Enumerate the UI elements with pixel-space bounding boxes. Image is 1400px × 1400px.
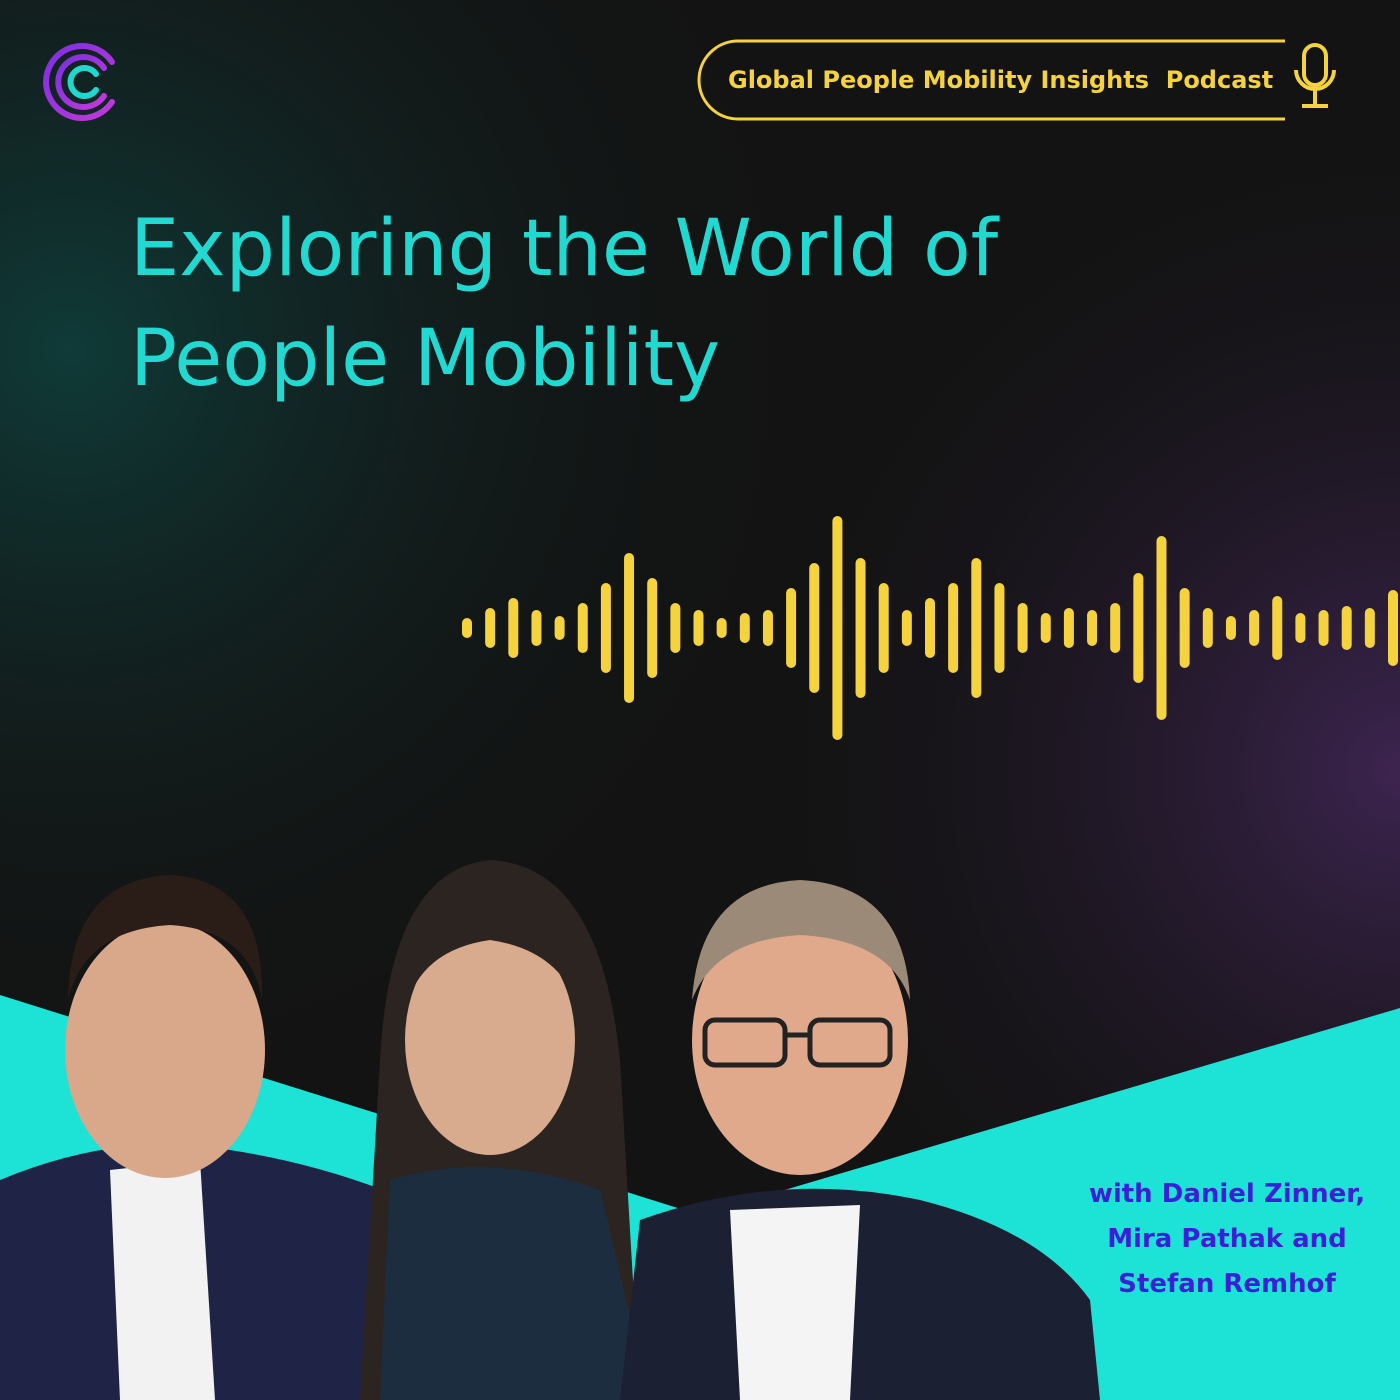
badge-text: Global People Mobility Insights Podcast — [728, 66, 1273, 94]
badge-outline — [697, 39, 1285, 121]
wave-bar — [1388, 590, 1398, 666]
wave-bar — [971, 558, 982, 698]
wave-bar — [1341, 606, 1352, 650]
wave-bar — [1040, 613, 1051, 643]
wave-bar — [1272, 596, 1283, 660]
title-line: People Mobility — [130, 314, 720, 404]
microphone-icon — [1294, 43, 1336, 108]
wave-bar — [554, 616, 565, 640]
logo — [43, 43, 115, 121]
wave-bar — [739, 613, 750, 643]
wave-bar — [901, 610, 912, 646]
wave-bar — [925, 598, 935, 658]
waveform — [462, 516, 1398, 740]
wave-bar — [1133, 573, 1144, 683]
wave-bar — [1017, 603, 1028, 653]
guests-line: Stefan Remhof — [1118, 1269, 1336, 1299]
wave-bar — [832, 516, 843, 740]
wave-bar — [1202, 608, 1213, 648]
wave-bar — [994, 583, 1005, 673]
wave-bar — [531, 610, 542, 646]
title-line: Exploring the World of — [130, 204, 1000, 294]
wave-bar — [855, 558, 866, 698]
wave-bar — [577, 603, 588, 653]
guests-line: with Daniel Zinner, — [1089, 1179, 1365, 1209]
wave-bar — [762, 610, 773, 646]
wave-bar — [1364, 608, 1375, 648]
wave-bar — [878, 583, 889, 673]
wave-bar — [716, 618, 727, 638]
wave-bar — [670, 603, 681, 653]
wave-bar — [1063, 608, 1074, 648]
wave-bar — [1087, 610, 1098, 646]
wave-bar — [1249, 610, 1260, 646]
wave-bar — [809, 563, 820, 693]
wave-bar — [1156, 536, 1167, 720]
wave-bar — [462, 618, 472, 638]
wave-bar — [647, 578, 658, 678]
wave-bar — [1295, 613, 1306, 643]
wave-bar — [1318, 610, 1329, 646]
wave-bar — [600, 583, 611, 673]
wave-bar — [693, 610, 704, 646]
wave-bar — [786, 588, 797, 668]
wave-bar — [1179, 588, 1190, 668]
wave-bar — [948, 583, 959, 673]
wave-bar — [485, 608, 496, 648]
wave-bar — [508, 598, 519, 658]
wave-bar — [1110, 603, 1121, 653]
wave-bar — [1225, 616, 1236, 640]
person-middle — [360, 860, 650, 1400]
wave-bar — [624, 553, 635, 703]
guests-line: Mira Pathak and — [1107, 1224, 1347, 1254]
person-left — [0, 875, 480, 1400]
person-right — [620, 880, 1100, 1400]
